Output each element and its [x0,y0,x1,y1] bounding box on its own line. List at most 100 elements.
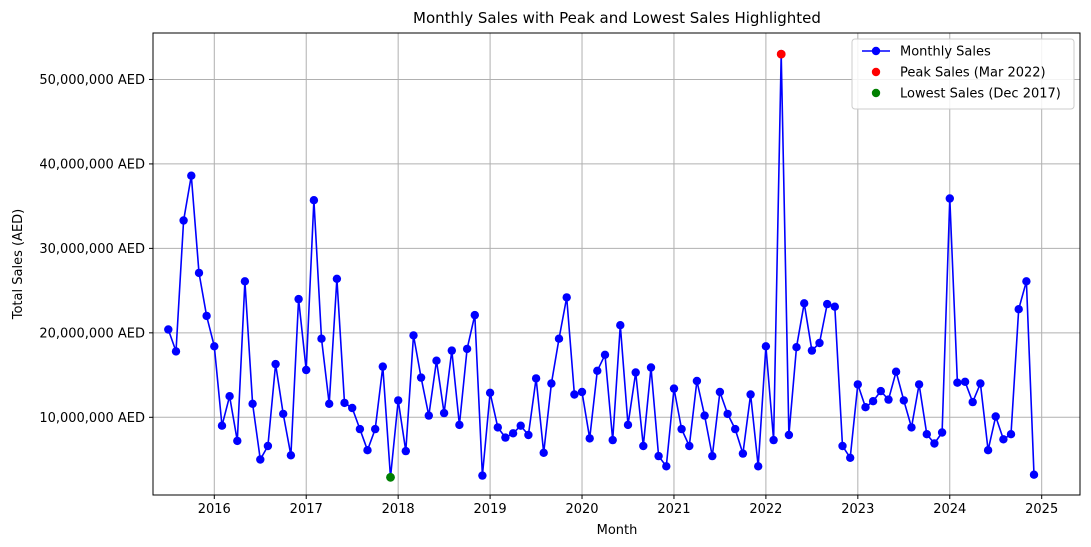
monthly-sales-point [340,398,349,408]
monthly-sales-point [815,338,824,348]
legend-label: Lowest Sales (Dec 2017) [900,87,1061,102]
monthly-sales-point [371,424,380,434]
monthly-sales-point [807,346,817,355]
monthly-sales-point [424,411,433,420]
monthly-sales-point [953,378,962,387]
monthly-sales-point [600,350,610,359]
monthly-sales-point [731,424,740,434]
y-axis-title: Total Sales (AED) [11,209,26,321]
monthly-sales-point [976,379,985,388]
monthly-sales-point [761,342,771,351]
monthly-sales-point [409,331,418,340]
monthly-sales-point [478,471,487,480]
monthly-sales-point [439,408,449,418]
monthly-sales-point [616,321,625,330]
monthly-sales-point [738,449,748,458]
monthly-sales-point [800,299,809,308]
monthly-sales-point [669,384,679,393]
monthly-sales-point [868,397,878,406]
monthly-sales-point [309,196,319,205]
x-tick-label: 2016 [198,502,231,517]
monthly-sales-point [861,403,870,412]
monthly-sales-point [432,356,441,365]
x-tick-label: 2019 [474,502,507,517]
monthly-sales-point [378,362,387,371]
monthly-sales-point [171,347,181,356]
monthly-sales-point [999,435,1008,444]
monthly-sales-point [355,424,365,434]
x-tick-label: 2018 [382,502,415,517]
monthly-sales-point [1029,470,1039,479]
monthly-sales-point [286,451,296,460]
monthly-sales-point [937,428,947,437]
x-axis-title: Month [597,523,638,538]
monthly-sales-point [485,388,495,397]
monthly-sales-point [225,392,234,401]
monthly-sales-point [271,359,280,369]
monthly-sales-point [968,397,977,407]
monthly-sales-point [723,409,732,419]
monthly-sales-point [677,424,686,434]
monthly-sales-point [447,346,456,355]
legend-label: Peak Sales (Mar 2022) [900,66,1046,81]
monthly-sales-point [501,433,510,442]
monthly-sales-point [646,363,656,372]
monthly-sales-point [470,310,479,320]
monthly-sales-point [570,390,579,399]
x-tick-label: 2024 [933,502,966,517]
monthly-sales-point [539,448,548,457]
monthly-sales-point [715,387,725,397]
monthly-sales-line [167,53,1035,479]
monthly-sales-point [332,274,342,283]
monthly-sales-point [631,368,640,377]
monthly-sales-point [930,439,939,448]
monthly-sales-point [991,412,1000,421]
legend-box [851,38,1075,110]
y-tick-label: 50,000,000 AED [39,73,145,88]
monthly-sales-point [302,365,311,375]
y-tick-label: 30,000,000 AED [39,242,145,257]
monthly-sales-point [240,277,250,286]
monthly-sales-point [363,446,372,455]
monthly-sales-point [623,420,633,430]
x-tick-label: 2020 [565,502,598,517]
monthly-sales-point [256,455,265,464]
monthly-sales-point [325,399,334,408]
monthly-sales-point [899,396,908,405]
monthly-sales-point [983,446,993,455]
monthly-sales-point [508,429,518,438]
monthly-sales-point [317,334,326,343]
monthly-sales-point [279,409,288,419]
monthly-sales-point [1022,277,1031,286]
monthly-sales-point [654,451,663,461]
monthly-sales-point [210,342,219,351]
y-tick-label: 20,000,000 AED [39,326,145,341]
monthly-sales-point [708,451,717,461]
monthly-sales-point [884,395,893,404]
monthly-sales-point [493,423,502,432]
monthly-sales-point [700,411,709,420]
monthly-sales-point [685,441,694,451]
x-tick-label: 2023 [841,502,874,517]
monthly-sales-point [179,216,188,225]
legend-marker [871,46,881,56]
monthly-sales-point [838,441,847,451]
chart-title: Monthly Sales with Peak and Lowest Sales… [413,9,821,27]
monthly-sales-point [960,377,970,386]
monthly-sales-point [907,423,916,432]
monthly-sales-point [830,302,839,311]
legend-label: Monthly Sales [900,45,991,60]
x-tick-label: 2022 [749,502,782,517]
monthly-sales-point [547,379,556,388]
x-tick-label: 2017 [290,502,323,517]
lowest-sales-point [386,472,395,482]
monthly-sales-point [593,366,602,375]
monthly-sales-point [784,430,794,440]
monthly-sales-point [608,435,617,445]
monthly-sales-point [401,446,410,456]
monthly-sales-point [394,396,403,405]
plot-frame [152,32,1081,496]
monthly-sales-point [531,374,541,383]
monthly-sales-point [662,462,671,471]
monthly-sales-point [233,436,242,446]
